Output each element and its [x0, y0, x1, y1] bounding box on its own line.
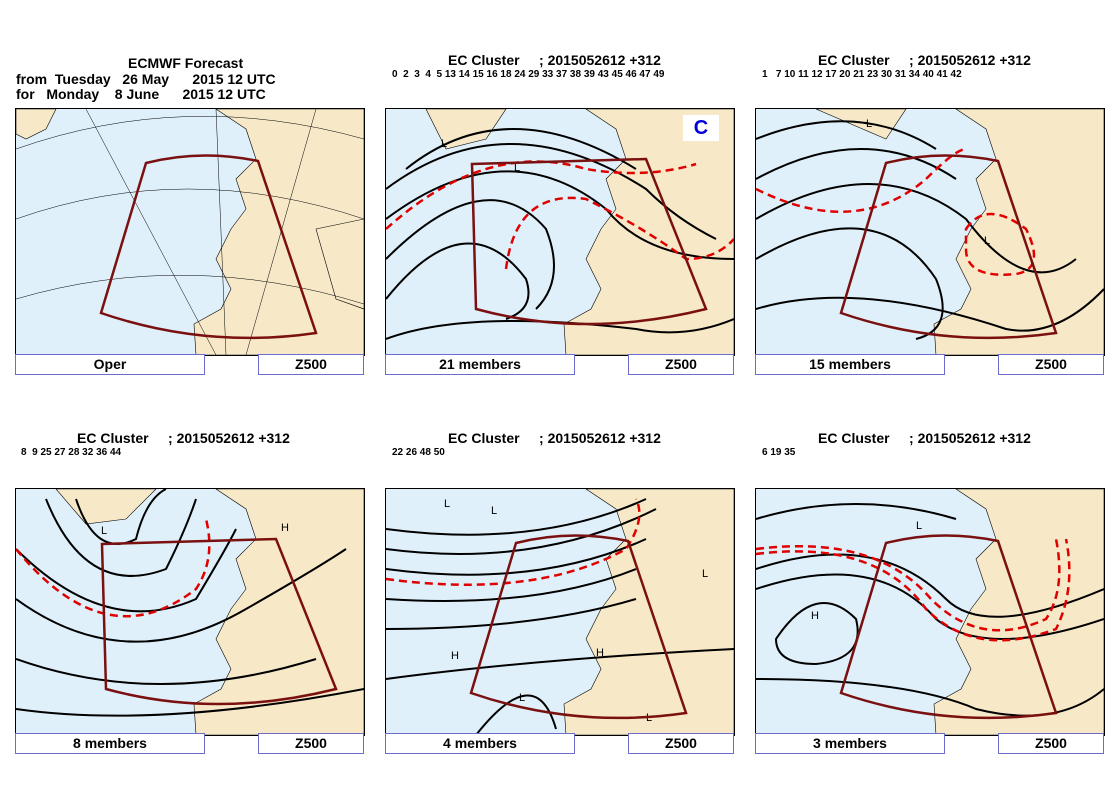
panel3-members-list: 1 7 10 11 12 17 20 21 23 30 31 34 40 41 …: [762, 69, 962, 80]
low-pressure-label: L: [441, 138, 447, 150]
high-pressure-label: H: [451, 650, 459, 662]
map-panel-cluster-4: L L H H L L L: [385, 488, 735, 736]
panel4-members-label: 8 members: [15, 733, 205, 754]
panel6-field-label: Z500: [998, 733, 1104, 754]
map-cluster-3-svg: L H: [16, 489, 364, 735]
panel2-title: EC Cluster ; 2015052612 +312: [448, 52, 661, 68]
cluster-letter: C: [683, 115, 719, 141]
map-cluster-2-svg: L L: [756, 109, 1104, 355]
map-oper-svg: [16, 109, 364, 355]
map-panel-cluster-5: L H: [755, 488, 1105, 736]
high-pressure-label: H: [811, 610, 819, 622]
forecast-for-line: for Monday 8 June 2015 12 UTC: [16, 86, 266, 102]
forecast-title: ECMWF Forecast: [128, 55, 244, 71]
map-panel-oper: [15, 108, 365, 356]
panel3-field-label: Z500: [998, 354, 1104, 375]
low-pressure-label: L: [984, 235, 990, 247]
low-pressure-label: L: [702, 568, 708, 580]
panel6-members-label: 3 members: [755, 733, 945, 754]
panel2-members-label: 21 members: [385, 354, 575, 375]
panel1-members-label: Oper: [15, 354, 205, 375]
panel3-title: EC Cluster ; 2015052612 +312: [818, 52, 1031, 68]
panel5-field-label: Z500: [628, 733, 734, 754]
panel6-title: EC Cluster ; 2015052612 +312: [818, 430, 1031, 446]
panel4-members-list: 8 9 25 27 28 32 36 44: [21, 447, 122, 458]
panel4-title: EC Cluster ; 2015052612 +312: [77, 430, 290, 446]
low-pressure-label: L: [916, 520, 922, 532]
panel4-field-label: Z500: [258, 733, 364, 754]
low-pressure-label: L: [866, 118, 872, 130]
panel2-field-label: Z500: [628, 354, 734, 375]
low-pressure-label: L: [491, 505, 497, 517]
low-pressure-label: L: [514, 162, 520, 174]
low-pressure-label: L: [101, 525, 107, 537]
map-panel-cluster-3: L H: [15, 488, 365, 736]
map-cluster-5-svg: L H: [756, 489, 1104, 735]
panel1-field-label: Z500: [258, 354, 364, 375]
map-cluster-4-svg: L L H H L L L: [386, 489, 734, 735]
map-cluster-1-svg: L L: [386, 109, 734, 355]
panel5-members-list: 22 26 48 50: [392, 447, 445, 458]
forecast-from-line: from Tuesday 26 May 2015 12 UTC: [16, 71, 276, 87]
map-panel-cluster-2: L L: [755, 108, 1105, 356]
low-pressure-label: L: [519, 692, 525, 704]
high-pressure-label: H: [281, 522, 289, 534]
panel5-title: EC Cluster ; 2015052612 +312: [448, 430, 661, 446]
low-pressure-label: L: [444, 498, 450, 510]
panel3-members-label: 15 members: [755, 354, 945, 375]
high-pressure-label: H: [596, 647, 604, 659]
panel6-members-list: 6 19 35: [762, 447, 796, 458]
map-panel-cluster-1: L L C: [385, 108, 735, 356]
panel2-members-list: 0 2 3 4 5 13 14 15 16 18 24 29 33 37 38 …: [392, 69, 665, 80]
panel5-members-label: 4 members: [385, 733, 575, 754]
